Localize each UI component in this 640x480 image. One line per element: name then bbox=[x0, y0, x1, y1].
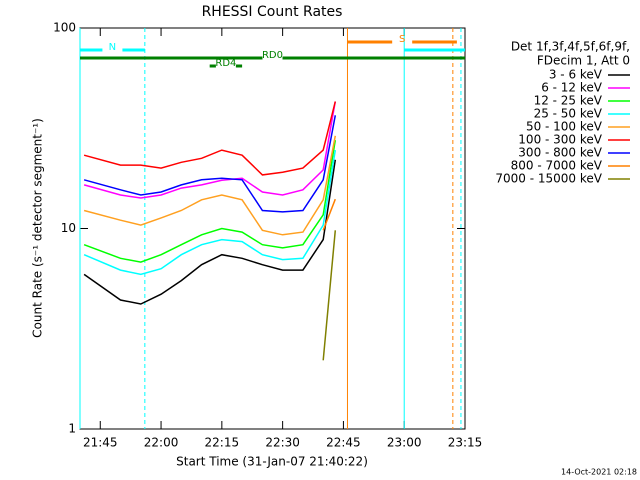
flag-label: S bbox=[399, 34, 405, 45]
y-tick-label: 100 bbox=[53, 21, 76, 35]
legend-label: 6 - 12 keV bbox=[541, 81, 603, 95]
series-line bbox=[323, 199, 461, 230]
legend-label: 100 - 300 keV bbox=[518, 133, 602, 147]
flag-label: RD0 bbox=[262, 50, 283, 61]
x-tick-label: 22:00 bbox=[144, 436, 179, 450]
footer: 14-Oct-2021 02:18 bbox=[561, 468, 637, 477]
legend-label: 12 - 25 keV bbox=[534, 94, 603, 108]
legend-label: 3 - 6 keV bbox=[549, 68, 603, 82]
series-line bbox=[323, 220, 461, 360]
x-tick-label: 23:00 bbox=[387, 436, 422, 450]
legend-header: FDecim 1, Att 0 bbox=[537, 54, 630, 68]
x-tick-label: 22:30 bbox=[265, 436, 300, 450]
legend-label: 800 - 7000 keV bbox=[511, 159, 603, 173]
y-tick-label: 1 bbox=[68, 422, 76, 436]
x-tick-label: 23:15 bbox=[448, 436, 483, 450]
y-axis-label: Count Rate (s⁻¹ detector segment⁻¹) bbox=[31, 118, 45, 338]
legend-label: 50 - 100 keV bbox=[526, 120, 603, 134]
x-tick-label: 22:45 bbox=[326, 436, 361, 450]
x-tick-label: 21:45 bbox=[83, 436, 118, 450]
y-tick-label: 10 bbox=[61, 221, 76, 235]
legend-label: 25 - 50 keV bbox=[534, 107, 603, 121]
x-axis-label: Start Time (31-Jan-07 21:40:22) bbox=[176, 455, 368, 469]
flag-label: N bbox=[109, 42, 116, 53]
legend-label: 300 - 800 keV bbox=[518, 146, 602, 160]
legend-header: Det 1f,3f,4f,5f,6f,9f, bbox=[511, 40, 630, 54]
plot-frame bbox=[79, 27, 466, 430]
chart-title: RHESSI Count Rates bbox=[202, 4, 343, 20]
flag-label: RD4 bbox=[215, 58, 236, 69]
legend-label: 7000 - 15000 keV bbox=[495, 172, 602, 186]
x-tick-label: 22:15 bbox=[205, 436, 240, 450]
